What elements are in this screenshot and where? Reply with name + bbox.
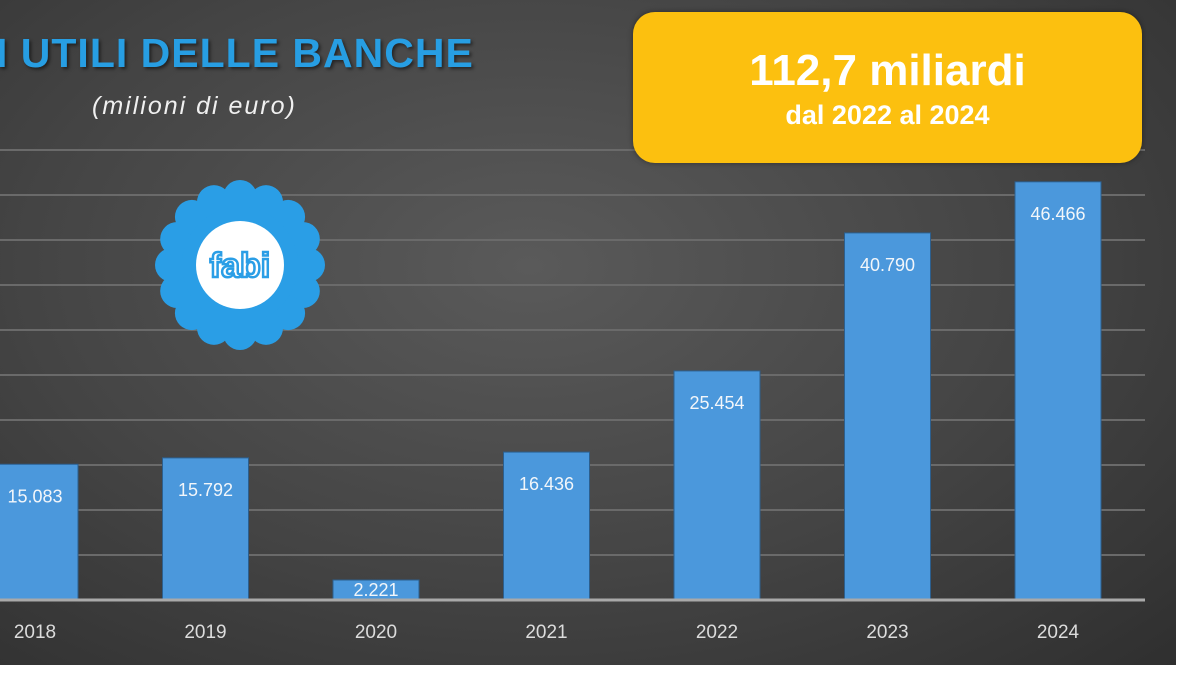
logo-petal — [223, 316, 257, 350]
logo-petal — [223, 180, 257, 214]
x-tick-label: 2018 — [14, 622, 56, 643]
x-tick-label: 2023 — [866, 622, 908, 643]
bars: 15.083 15.792 2.221 16.436 25.454 40.790 46.46… — [0, 181, 1102, 601]
x-tick-label: 2020 — [355, 622, 397, 643]
chart-subtitle: (milioni di euro) — [92, 92, 297, 120]
bar-2018 — [0, 463, 79, 601]
logo-text: fabi — [210, 247, 270, 285]
value-label: 25.454 — [689, 393, 744, 413]
fabi-logo: fabi — [155, 180, 325, 350]
value-label: 15.083 — [7, 486, 62, 506]
logo-center — [196, 221, 284, 309]
bar-2024 — [1014, 181, 1102, 601]
value-label: 16.436 — [519, 474, 574, 494]
x-tick-labels: 2018 2019 2020 2021 2022 2023 2024 — [14, 622, 1080, 643]
bar-2019 — [162, 457, 249, 601]
x-tick-label: 2022 — [696, 622, 738, 643]
x-tick-label: 2021 — [525, 622, 567, 643]
chart-title: I UTILI DELLE BANCHE — [0, 30, 474, 76]
value-label: 40.790 — [860, 255, 915, 275]
bar-2021 — [503, 451, 590, 601]
value-label: 46.466 — [1030, 204, 1085, 224]
value-label: 2.221 — [353, 580, 398, 600]
x-tick-label: 2024 — [1037, 622, 1080, 643]
bar-2022 — [673, 370, 761, 601]
logo-petal — [291, 248, 325, 282]
value-label: 15.792 — [178, 480, 233, 500]
total-callout: 112,7 miliardi dal 2022 al 2024 — [633, 12, 1142, 163]
bar-2023 — [844, 232, 931, 601]
x-tick-label: 2019 — [184, 622, 226, 643]
logo-petal — [155, 248, 189, 282]
callout-subline: dal 2022 al 2024 — [785, 100, 990, 130]
callout-headline: 112,7 miliardi — [749, 46, 1026, 95]
